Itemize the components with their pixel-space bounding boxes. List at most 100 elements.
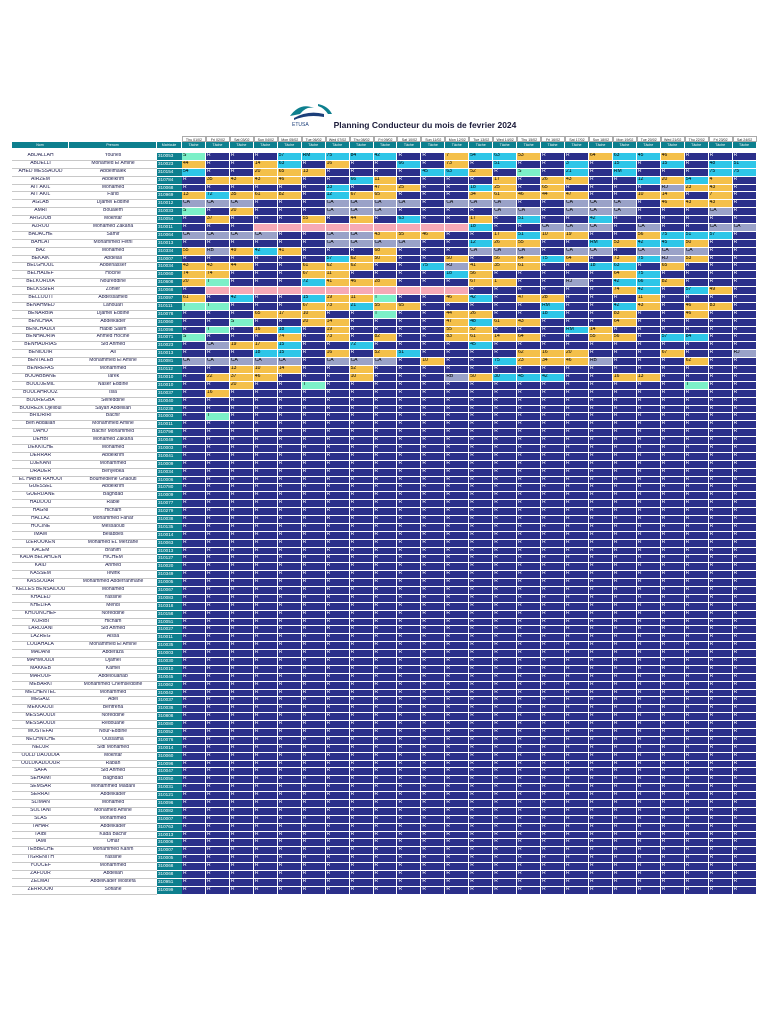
schedule-cell: CA xyxy=(469,200,494,209)
schedule-cell: R xyxy=(253,658,278,666)
schedule-cell: R xyxy=(182,397,206,406)
driver-name: BOUDJEMIL xyxy=(12,381,69,390)
driver-name: MEBARKI xyxy=(12,681,69,690)
schedule-cell: R xyxy=(229,531,254,540)
driver-firstname: AbdelKader Mostefa xyxy=(69,878,157,887)
driver-name: ZAFOUR xyxy=(12,871,69,879)
schedule-cell: R xyxy=(517,547,542,556)
schedule-cell: 26 xyxy=(469,310,494,319)
schedule-cell: R xyxy=(301,334,326,343)
schedule-cell: R xyxy=(636,768,661,777)
schedule-cell: R xyxy=(732,381,757,390)
schedule-cell: R xyxy=(612,515,637,524)
schedule-cell: R xyxy=(229,405,254,414)
schedule-cell: R xyxy=(397,681,422,690)
schedule-cell: R xyxy=(684,350,709,359)
driver-name: MEKKAOUI xyxy=(12,705,69,714)
schedule-cell: R xyxy=(517,555,542,564)
schedule-cell: R xyxy=(325,642,350,651)
driver-firstname: Abdellah xyxy=(69,871,157,879)
schedule-cell: R xyxy=(708,405,733,414)
table-row: KASSEM Tewfik 310349 R R R R R R R R R R R R R R R R R R R R R R… xyxy=(12,571,757,580)
schedule-cell: R xyxy=(445,855,470,864)
schedule-cell: R xyxy=(588,681,613,690)
schedule-cell: R xyxy=(373,508,398,516)
schedule-cell: R xyxy=(373,366,398,374)
schedule-cell: R xyxy=(325,586,350,595)
schedule-cell: R xyxy=(229,689,254,698)
schedule-cell: R xyxy=(517,429,542,438)
schedule-cell: R xyxy=(493,713,518,722)
schedule-cell: R xyxy=(517,886,542,895)
schedule-cell: R xyxy=(708,800,733,808)
schedule-cell: R xyxy=(469,555,494,564)
schedule-cell: R xyxy=(660,318,685,327)
schedule-cell: R xyxy=(229,823,254,832)
schedule-cell: R xyxy=(684,571,709,580)
driver-firstname: Mokhtar xyxy=(69,752,157,761)
schedule-cell: 43 xyxy=(205,263,230,272)
schedule-cell: R xyxy=(612,602,637,611)
driver-firstname: Mohamed EL Merzane xyxy=(69,539,157,548)
schedule-cell: R xyxy=(565,776,589,785)
schedule-cell: R xyxy=(397,192,422,201)
schedule-cell: R xyxy=(517,444,542,453)
schedule-cell: R xyxy=(588,468,613,477)
schedule-cell: 21 xyxy=(349,302,374,311)
schedule-cell: R xyxy=(612,184,637,193)
schedule-cell: R xyxy=(277,831,302,840)
schedule-cell: R xyxy=(493,760,518,769)
schedule-cell: R xyxy=(397,768,422,777)
schedule-cell: R xyxy=(182,563,206,572)
schedule-cell: R xyxy=(205,515,230,524)
schedule-cell: 61 xyxy=(301,263,326,272)
schedule-cell: R xyxy=(469,523,494,532)
driver-name: BOULAHROUZ xyxy=(12,389,69,398)
schedule-cell: R xyxy=(182,389,206,398)
schedule-cell: R xyxy=(445,515,470,524)
schedule-cell: R xyxy=(469,626,494,635)
schedule-cell: 7 xyxy=(708,192,733,201)
table-row: AGLAB Djamel Eddine 310012 CA CA CA R R R CA CA CA C… xyxy=(12,200,757,209)
schedule-cell: R xyxy=(708,642,733,651)
schedule-cell: R xyxy=(660,571,685,580)
driver-matricule: 310036 xyxy=(157,705,182,714)
driver-name: DRADER xyxy=(12,468,69,477)
schedule-cell: R xyxy=(732,563,757,572)
schedule-cell: R xyxy=(445,586,470,595)
schedule-cell: R xyxy=(708,413,733,422)
schedule-cell: R xyxy=(373,421,398,430)
day-header: Tâche xyxy=(708,142,733,148)
schedule-cell: R xyxy=(612,326,637,335)
schedule-cell: R xyxy=(397,413,422,422)
schedule-cell xyxy=(325,287,350,296)
schedule-cell: R xyxy=(205,878,230,887)
schedule-cell: R xyxy=(588,547,613,556)
driver-matricule: 310045 xyxy=(157,673,182,682)
schedule-cell: R xyxy=(182,807,206,816)
driver-name: SAFA xyxy=(12,768,69,777)
schedule-cell: R xyxy=(445,823,470,832)
schedule-cell: R xyxy=(565,744,589,753)
driver-name: BELKSSIER xyxy=(12,287,69,296)
schedule-cell: R xyxy=(565,539,589,548)
schedule-cell: R xyxy=(397,476,422,485)
schedule-cell: 43 xyxy=(565,176,589,185)
schedule-cell: R xyxy=(612,871,637,879)
schedule-cell: R xyxy=(541,452,565,461)
schedule-cell: R xyxy=(517,160,542,169)
schedule-cell: R xyxy=(708,815,733,824)
schedule-cell: R xyxy=(205,476,230,485)
schedule-cell: R xyxy=(253,500,278,509)
schedule-cell: R xyxy=(517,531,542,540)
schedule-cell: R xyxy=(469,689,494,698)
schedule-cell: R xyxy=(253,318,278,327)
schedule-cell: R xyxy=(421,460,446,469)
schedule-cell: R xyxy=(205,618,230,627)
schedule-cell: R xyxy=(612,366,637,374)
schedule-cell: 13 xyxy=(182,192,206,201)
schedule-cell: R xyxy=(277,405,302,414)
schedule-cell: R xyxy=(229,500,254,509)
schedule-cell: 64 xyxy=(565,255,589,264)
schedule-cell: R xyxy=(732,721,757,730)
